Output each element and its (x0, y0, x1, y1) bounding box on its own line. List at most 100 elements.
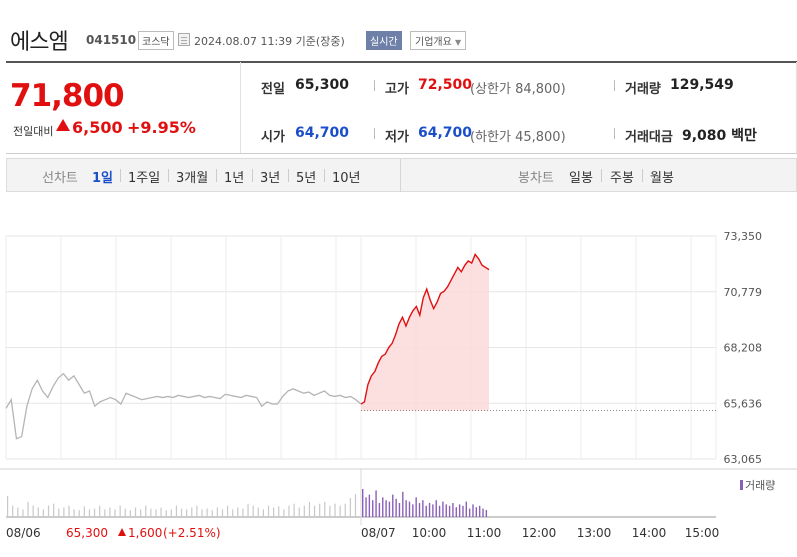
tab-monthly-candle[interactable]: 월봉 (650, 171, 674, 186)
quote-panel (6, 61, 797, 154)
volume-bar (458, 504, 461, 517)
volume-legend-swatch (740, 480, 743, 490)
volume-bar (324, 501, 326, 517)
up-arrow-icon (56, 119, 70, 131)
volume-chart (7, 489, 488, 517)
volume-bar (58, 508, 60, 517)
volume-bar (93, 508, 96, 517)
y-tick-label: 73,350 (724, 230, 763, 243)
lower-limit: (하한가 45,800) (470, 130, 566, 145)
volume-bar (452, 503, 454, 517)
tab-10-year[interactable]: 10년 (332, 171, 361, 186)
volume-bar (104, 509, 106, 517)
volume-bar (216, 507, 218, 517)
y-tick-label: 68,208 (724, 342, 763, 355)
volume-bar (211, 510, 213, 517)
tab-1-week[interactable]: 1주일 (128, 171, 161, 186)
volume-bar (402, 491, 404, 517)
divider (374, 128, 375, 139)
tab-1-day[interactable]: 1일 (92, 171, 114, 186)
divider (642, 169, 643, 182)
volume-bar (445, 504, 447, 517)
divider (252, 169, 253, 182)
volume-bar (134, 507, 137, 517)
y-tick-label: 63,065 (724, 453, 763, 466)
high-label: 고가 (385, 82, 409, 97)
y-tick-label: 70,779 (724, 286, 763, 299)
document-icon[interactable] (178, 33, 190, 46)
tab-3-year[interactable]: 3년 (260, 171, 281, 186)
volume-bar (267, 505, 270, 517)
volume-bar (73, 509, 75, 517)
volume-bar (47, 505, 50, 517)
upper-limit: (상한가 84,800) (470, 82, 566, 97)
volume-bar (349, 498, 351, 517)
volume-bar (405, 500, 407, 517)
tab-3-month[interactable]: 3개월 (176, 171, 209, 186)
volume-bar (398, 503, 401, 517)
volume-bar (119, 505, 121, 517)
divider (400, 159, 401, 192)
prev-close-label: 전일 (261, 82, 285, 97)
volume-bar (186, 509, 188, 517)
volume-bar (140, 509, 142, 517)
candle-chart-label: 봉차트 (518, 171, 554, 186)
volume-bar (170, 509, 172, 517)
low-value: 64,700 (418, 125, 473, 141)
y-axis: 73,350 70,779 68,208 65,636 63,065 (724, 230, 763, 466)
volume-bar (428, 503, 431, 517)
tab-5-year[interactable]: 5년 (296, 171, 317, 186)
divider (614, 128, 615, 139)
x-axis: 08/06 08/07 10:00 11:00 12:00 13:00 14:00 15:00 (6, 526, 719, 540)
volume-bar (448, 505, 451, 517)
volume-bar (385, 500, 387, 517)
volume-bar (455, 507, 457, 517)
x-tick-label: 11:00 (467, 526, 502, 540)
volume-bar (372, 500, 374, 517)
volume-bar (196, 505, 198, 517)
volume-bar (303, 505, 305, 517)
company-overview-button[interactable]: 기업개요 ▼ (410, 31, 467, 50)
volume-bar (319, 503, 321, 517)
tab-daily-candle[interactable]: 일봉 (569, 171, 593, 186)
divider (601, 169, 602, 182)
volume-bar (468, 508, 471, 517)
stock-name: 에스엠 (10, 30, 69, 55)
volume-bar (412, 504, 414, 517)
volume-bar (422, 500, 424, 517)
chart-lines (5, 253, 716, 440)
volume-bar (160, 507, 162, 517)
volume-bar (53, 503, 55, 517)
volume-label: 거래량 (625, 82, 661, 97)
volume-bar (63, 507, 65, 517)
chart-legend: 거래량 (740, 479, 775, 492)
volume-bar (288, 505, 290, 517)
volume-bar (329, 505, 331, 517)
volume-bar (368, 494, 371, 517)
volume-bar (88, 509, 91, 517)
prev-day-close: 65,300 (66, 526, 108, 540)
realtime-badge[interactable]: 실시간 (366, 31, 402, 50)
volume-bar (165, 510, 167, 517)
high-value: 72,500 (418, 77, 473, 93)
change-rate: +9.95% (127, 118, 196, 137)
tab-1-year[interactable]: 1년 (224, 171, 245, 186)
y-tick-label: 65,636 (724, 397, 763, 410)
volume-value: 129,549 (670, 77, 734, 93)
volume-bar (438, 505, 441, 517)
volume-bar (375, 490, 377, 517)
volume-bar (206, 508, 208, 517)
volume-bar (12, 505, 14, 517)
line-chart-label: 선차트 (42, 171, 78, 186)
volume-bar (129, 510, 131, 517)
x-tick-label: 15:00 (685, 526, 720, 540)
tab-weekly-candle[interactable]: 주봉 (610, 171, 634, 186)
volume-bar (465, 501, 468, 517)
x-tick-label: 10:00 (412, 526, 447, 540)
company-overview-label: 기업개요 (415, 37, 452, 48)
stock-code: 041510 (86, 33, 137, 47)
volume-bar (232, 509, 234, 517)
today-area-fill (361, 254, 489, 411)
volume-bar (226, 505, 229, 517)
